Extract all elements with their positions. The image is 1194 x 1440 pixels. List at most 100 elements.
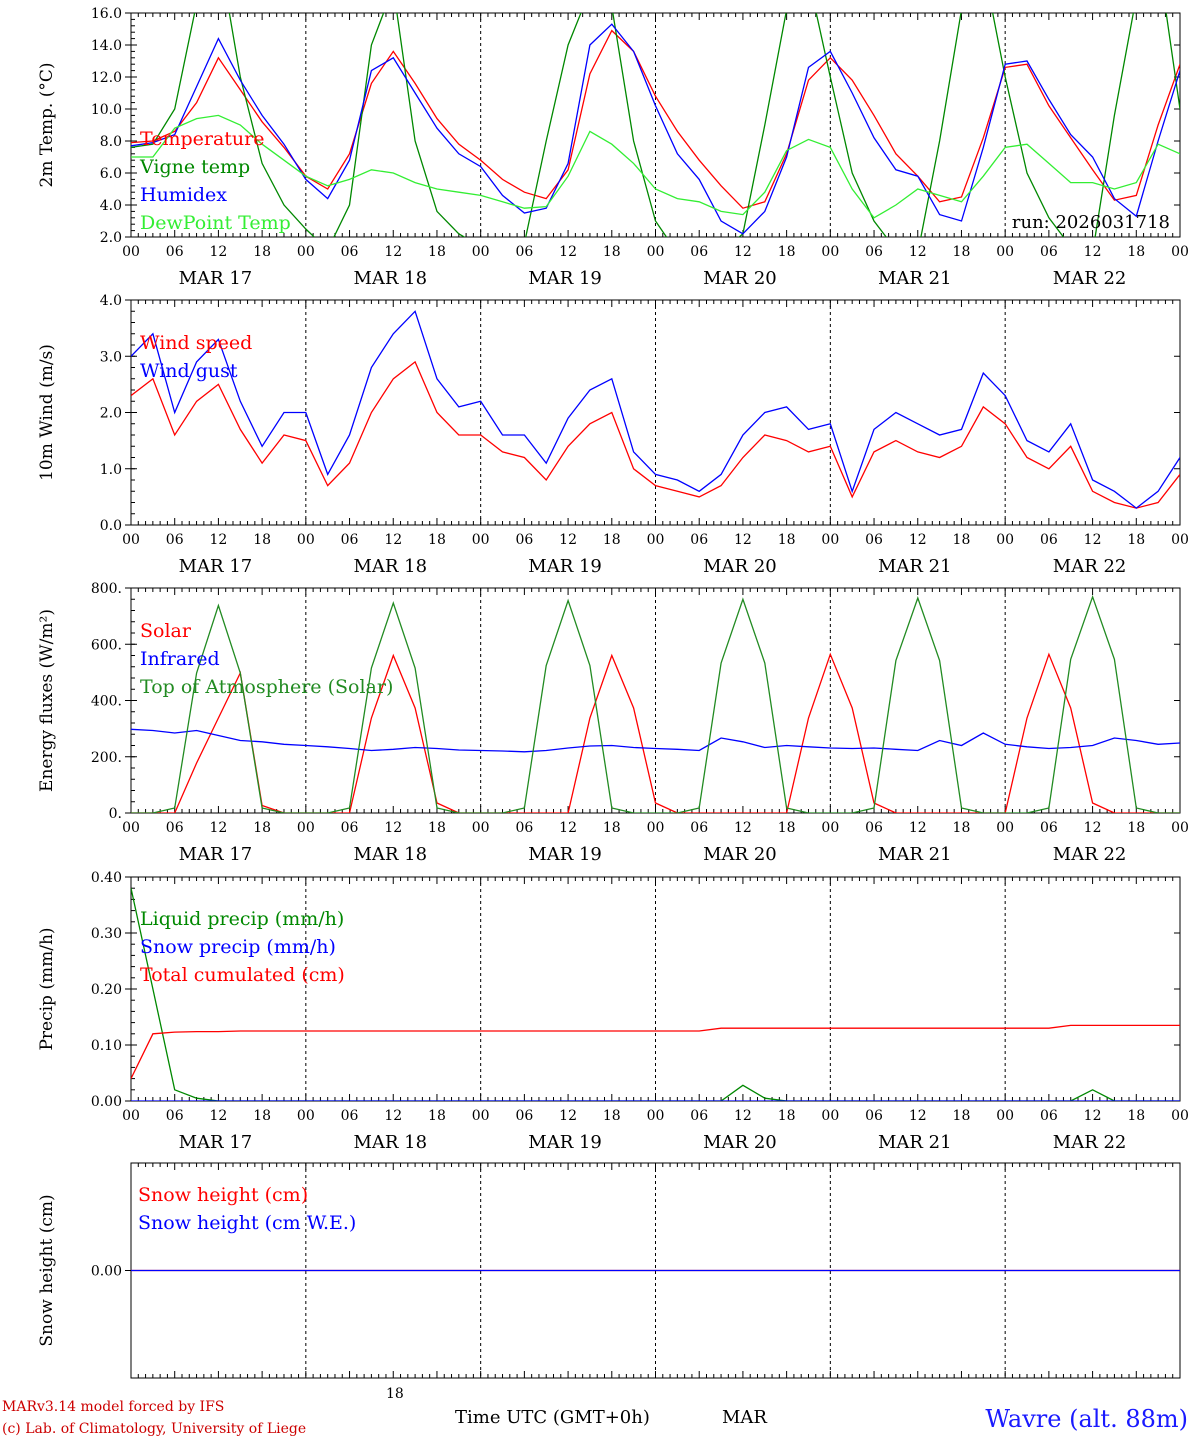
day-label: MAR 17	[179, 556, 253, 577]
x-tick-label: 12	[384, 1108, 402, 1124]
x-tick-label: 00	[297, 532, 315, 548]
x-tick-label: 06	[166, 532, 184, 548]
x-tick-label: 06	[341, 532, 359, 548]
legend-entry: Temperature	[140, 128, 264, 150]
series-line-infrared	[131, 728, 1180, 753]
x-tick-label: 00	[996, 532, 1014, 548]
day-label: MAR 17	[179, 268, 253, 289]
x-tick-label: 06	[1040, 820, 1058, 836]
day-label: MAR 19	[528, 1132, 602, 1153]
y-axis-label: Snow height (cm)	[37, 1194, 57, 1346]
x-tick-label: 12	[1084, 820, 1102, 836]
month-label: MAR	[722, 1407, 767, 1428]
x-tick-label: 00	[996, 820, 1014, 836]
series-group	[131, 594, 1180, 813]
day-label: MAR 21	[878, 556, 952, 577]
x-tick-label: 18	[428, 532, 446, 548]
x-tick-label: 00	[122, 244, 140, 260]
legend-entry: Snow height (cm)	[138, 1184, 308, 1206]
x-tick-label: 12	[1084, 1108, 1102, 1124]
y-tick-label: 0.0	[100, 518, 122, 534]
y-tick-label: 3.0	[100, 349, 122, 365]
x-tick-label: 12	[210, 820, 228, 836]
x-tick-label: 00	[996, 244, 1014, 260]
x-tick-label: 00	[647, 532, 665, 548]
x-tick-label: 18	[603, 820, 621, 836]
day-label: MAR 19	[528, 844, 602, 865]
x-tick-label: 18	[253, 532, 271, 548]
x-tick-label: 12	[1084, 244, 1102, 260]
y-tick-label: 6.0	[100, 166, 122, 182]
day-label: MAR 19	[528, 268, 602, 289]
y-tick-label: 0.10	[91, 1038, 122, 1054]
run-label: run: 2026031718	[1012, 212, 1170, 233]
plot-frame	[130, 587, 1181, 814]
legend-entry: Infrared	[140, 648, 220, 670]
panel-2: 0.0 1.0 2.0 3.0 4.0 10m Wind (m/s) 00 06 12 18 00 0…	[37, 293, 1189, 577]
x-tick-label: 12	[210, 244, 228, 260]
plot-frame	[130, 12, 1181, 238]
x-tick-label: 12	[384, 532, 402, 548]
series-line-dewpoint-temp	[131, 114, 1180, 219]
x-tick-label: 00	[1171, 532, 1189, 548]
legend-entry: Snow height (cm W.E.)	[138, 1212, 356, 1234]
x-tick-label: 00	[472, 820, 490, 836]
x-tick-label: 18	[953, 820, 971, 836]
x-tick-label: 18	[1127, 532, 1145, 548]
series-line-wind-gust	[131, 310, 1180, 509]
y-tick-label: 12.0	[91, 70, 122, 86]
legend-entry: Wind speed	[140, 332, 252, 354]
x-tick-label: 00	[996, 1108, 1014, 1124]
panel-4: 0.00 0.10 0.20 0.30 0.40 Precip (mm/h) 00 06 12 1…	[37, 870, 1189, 1153]
legend-entry: Top of Atmosphere (Solar)	[140, 676, 393, 698]
day-label: MAR 20	[703, 556, 777, 577]
x-tick-label: 12	[909, 244, 927, 260]
day-label: MAR 21	[878, 268, 952, 289]
x-tick-label: 00	[472, 532, 490, 548]
legend-entry: Wind gust	[140, 360, 238, 382]
x-tick-label: 00	[297, 244, 315, 260]
x-tick-label: 00	[1171, 820, 1189, 836]
x-tick-label: 12	[734, 820, 752, 836]
x-axis-title: Time UTC (GMT+0h)	[455, 1407, 650, 1428]
x-tick-label: 12	[909, 820, 927, 836]
station-title: Wavre (alt. 88m)	[985, 1405, 1188, 1433]
x-tick-label: 06	[865, 244, 883, 260]
series-group	[131, 13, 1180, 237]
x-tick-label: 12	[559, 244, 577, 260]
lab-credit: (c) Lab. of Climatology, University of L…	[2, 1421, 306, 1437]
x-tick-label: 06	[515, 244, 533, 260]
y-axis-label: Energy fluxes (W/m²)	[37, 609, 57, 792]
y-tick-label: 16.0	[91, 6, 122, 22]
x-tick-label: 18	[778, 820, 796, 836]
x-tick-label: 18	[953, 244, 971, 260]
x-tick-label: 12	[384, 820, 402, 836]
x-tick-label: 00	[821, 532, 839, 548]
x-tick-label: 06	[1040, 532, 1058, 548]
x-tick-label: 12	[384, 244, 402, 260]
day-label: MAR 20	[703, 1132, 777, 1153]
x-tick-label: 18	[778, 532, 796, 548]
x-tick-label: 12	[734, 1108, 752, 1124]
x-tick-label: 18	[428, 244, 446, 260]
x-tick-label: 06	[515, 820, 533, 836]
y-tick-label: 0.	[109, 806, 122, 822]
x-tick-label: 12	[909, 1108, 927, 1124]
model-credit: MARv3.14 model forced by IFS	[2, 1399, 224, 1415]
x-tick-label: 12	[559, 820, 577, 836]
x-tick-label: 06	[690, 532, 708, 548]
x-tick-label: 00	[647, 244, 665, 260]
x-tick-label: 06	[515, 532, 533, 548]
x-tick-label: 12	[559, 532, 577, 548]
x-tick-label: 00	[1171, 1108, 1189, 1124]
x-tick-label: 12	[210, 1108, 228, 1124]
y-tick-label: 0.00	[91, 1264, 122, 1280]
day-label: MAR 22	[1053, 1132, 1127, 1153]
x-tick-label: 00	[1171, 244, 1189, 260]
panels: 2.0 4.0 6.0 8.0 10.0 12.0 14.0 16.0 2m Temp. (°C…	[37, 6, 1189, 1379]
x-tick-label: 06	[166, 1108, 184, 1124]
x-tick-label: 18	[1127, 820, 1145, 836]
x-tick-label: 06	[341, 1108, 359, 1124]
x-tick-label: 06	[515, 1108, 533, 1124]
y-tick-label: 800.	[91, 581, 122, 597]
